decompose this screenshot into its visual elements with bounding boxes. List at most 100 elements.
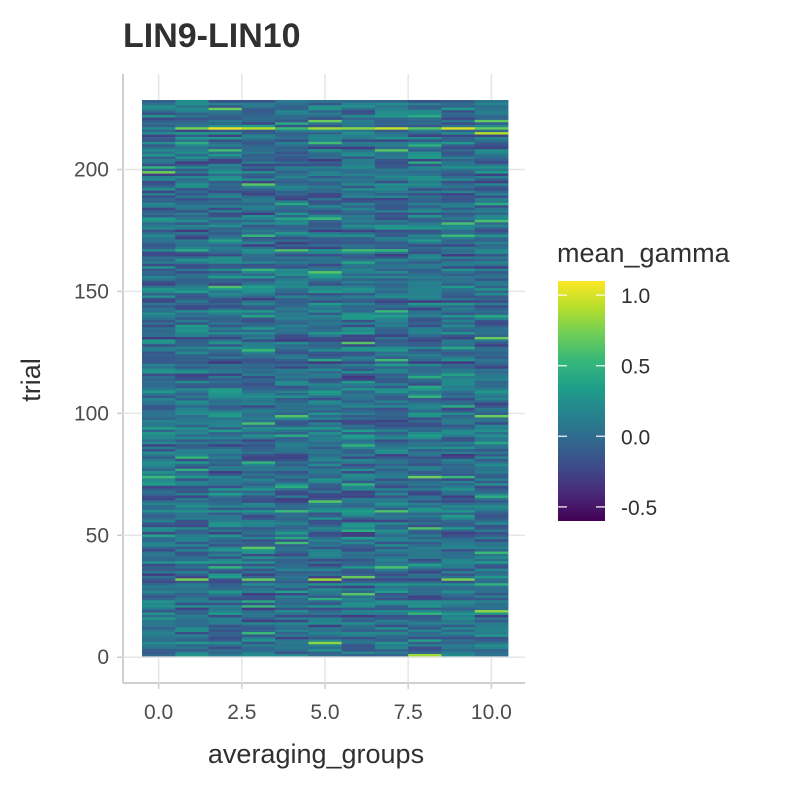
heatmap-cell — [308, 558, 343, 562]
heatmap-cell — [374, 521, 409, 525]
heatmap-cell — [341, 463, 376, 467]
heatmap-cell — [341, 648, 376, 652]
heatmap-cell — [142, 590, 176, 593]
heatmap-cell — [308, 602, 343, 606]
heatmap-cell — [175, 612, 209, 615]
heatmap-cell — [275, 443, 309, 447]
heatmap-cell — [175, 480, 209, 484]
heatmap-cell — [208, 626, 243, 630]
heatmap-cell — [474, 529, 509, 533]
heatmap-cell — [241, 531, 276, 535]
heatmap-cell — [241, 146, 276, 150]
heatmap-cell — [308, 343, 343, 347]
heatmap-cell — [208, 548, 243, 552]
heatmap-cell — [275, 243, 309, 247]
heatmap-cell — [341, 604, 376, 608]
heatmap-cell — [208, 329, 243, 333]
heatmap-cell — [474, 587, 509, 591]
heatmap-cell — [374, 370, 409, 374]
heatmap-cell — [275, 229, 309, 233]
heatmap-cell — [474, 458, 509, 462]
heatmap-cell — [308, 382, 343, 386]
heatmap-cell — [142, 387, 176, 391]
heatmap-cell — [275, 607, 309, 611]
heatmap-cell — [208, 365, 243, 369]
heatmap-cell — [175, 409, 209, 413]
heatmap-cell — [175, 151, 209, 155]
heatmap-cell — [275, 414, 309, 418]
heatmap-cell — [208, 302, 243, 306]
heatmap-cell — [374, 446, 409, 450]
heatmap-cell — [341, 436, 376, 440]
heatmap-cell — [374, 514, 409, 518]
heatmap-cell — [341, 100, 376, 103]
heatmap-cell — [175, 207, 209, 211]
heatmap-cell — [142, 456, 176, 459]
heatmap-cell — [441, 475, 476, 479]
heatmap-cell — [275, 282, 309, 286]
heatmap-cell — [441, 414, 476, 418]
heatmap-cell — [275, 651, 309, 654]
heatmap-cell — [374, 612, 409, 615]
heatmap-cell — [441, 251, 476, 255]
heatmap-cell — [341, 487, 376, 491]
heatmap-cell — [241, 199, 276, 203]
heatmap-cell — [441, 468, 476, 472]
heatmap-cell — [374, 646, 409, 650]
heatmap-cell — [474, 392, 509, 396]
heatmap-cell — [408, 509, 442, 513]
heatmap-cell — [474, 624, 509, 628]
heatmap-cell — [408, 434, 442, 437]
heatmap-cell — [441, 239, 476, 242]
heatmap-cell — [275, 553, 309, 557]
heatmap-cell — [308, 441, 343, 445]
heatmap-cell — [308, 319, 343, 323]
heatmap-cell — [208, 638, 243, 642]
heatmap-cell — [275, 360, 309, 364]
heatmap-cell — [275, 465, 309, 469]
heatmap-cell — [441, 375, 476, 379]
heatmap-cell — [474, 580, 509, 584]
heatmap-cell — [175, 438, 209, 442]
heatmap-cell — [142, 100, 176, 103]
heatmap-cell — [441, 556, 476, 559]
heatmap-cell — [208, 163, 243, 167]
heatmap-cell — [142, 195, 176, 198]
heatmap-cell — [341, 378, 376, 381]
heatmap-cell — [441, 160, 476, 164]
heatmap-cell — [208, 270, 243, 274]
heatmap-cell — [408, 429, 442, 433]
heatmap-cell — [208, 217, 243, 220]
heatmap-cell — [408, 270, 442, 274]
heatmap-cell — [308, 163, 343, 167]
heatmap-cell — [474, 385, 509, 389]
heatmap-cell — [142, 295, 176, 298]
heatmap-cell — [374, 338, 409, 342]
heatmap-cell — [175, 336, 209, 340]
heatmap-cell — [142, 151, 176, 155]
heatmap-cell — [441, 307, 476, 311]
heatmap-cell — [341, 148, 376, 152]
heatmap-cell — [175, 509, 209, 513]
heatmap-cell — [374, 134, 409, 137]
heatmap-cell — [341, 641, 376, 645]
heatmap-cell — [374, 221, 409, 225]
legend-colorbar — [558, 281, 605, 521]
heatmap-cell — [441, 331, 476, 335]
heatmap-cell — [341, 609, 376, 613]
heatmap-cell — [275, 424, 309, 428]
heatmap-cell — [308, 131, 343, 135]
heatmap-cell — [441, 302, 476, 306]
heatmap-cell — [374, 490, 409, 494]
heatmap-cell — [408, 160, 442, 164]
heatmap-cell — [142, 187, 176, 191]
heatmap-cell — [175, 107, 209, 111]
heatmap-cell — [441, 338, 476, 342]
heatmap-cell — [374, 536, 409, 540]
heatmap-cell — [374, 595, 409, 598]
heatmap-cell — [208, 256, 243, 259]
heatmap-cell — [441, 421, 476, 425]
heatmap-cell — [241, 119, 276, 123]
heatmap-cell — [142, 265, 176, 269]
heatmap-cell — [408, 258, 442, 262]
